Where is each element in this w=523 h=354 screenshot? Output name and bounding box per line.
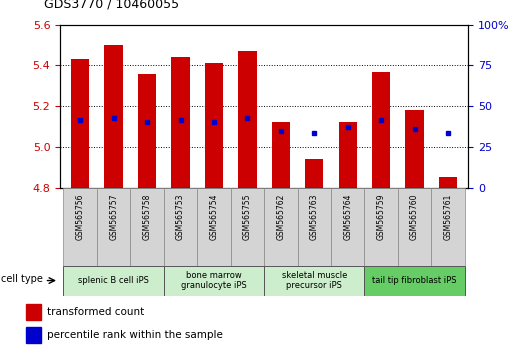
Text: GSM565754: GSM565754 (209, 194, 219, 240)
Text: splenic B cell iPS: splenic B cell iPS (78, 276, 149, 285)
Text: percentile rank within the sample: percentile rank within the sample (47, 330, 223, 340)
Bar (439, 177, 457, 188)
Bar (71, 59, 89, 188)
Text: GSM565758: GSM565758 (143, 194, 152, 240)
Bar (97, 188, 130, 266)
Text: GSM565763: GSM565763 (310, 194, 319, 240)
Text: tail tip fibroblast iPS: tail tip fibroblast iPS (372, 276, 457, 285)
Bar (365, 266, 465, 296)
Bar (264, 266, 365, 296)
Bar (164, 266, 264, 296)
Bar (238, 51, 257, 188)
Text: GSM565761: GSM565761 (444, 194, 452, 240)
Bar (405, 110, 424, 188)
Bar (305, 159, 323, 188)
Bar (63, 266, 164, 296)
Bar (398, 188, 431, 266)
Bar (26, 327, 41, 343)
Text: GSM565764: GSM565764 (343, 194, 352, 240)
Bar (138, 74, 156, 188)
Bar (264, 188, 298, 266)
Text: bone marrow
granulocyte iPS: bone marrow granulocyte iPS (181, 271, 247, 290)
Bar (338, 122, 357, 188)
Bar (205, 63, 223, 188)
Text: GSM565762: GSM565762 (276, 194, 286, 240)
Bar (26, 304, 41, 320)
Bar (431, 188, 465, 266)
Bar (63, 188, 97, 266)
Bar (231, 188, 264, 266)
Text: GSM565753: GSM565753 (176, 194, 185, 240)
Bar (271, 122, 290, 188)
Text: GSM565760: GSM565760 (410, 194, 419, 240)
Bar (365, 188, 398, 266)
Bar (331, 188, 365, 266)
Bar (298, 188, 331, 266)
Text: GSM565755: GSM565755 (243, 194, 252, 240)
Text: skeletal muscle
precursor iPS: skeletal muscle precursor iPS (281, 271, 347, 290)
Bar (105, 45, 123, 188)
Text: GSM565759: GSM565759 (377, 194, 385, 240)
Bar (130, 188, 164, 266)
Text: GSM565757: GSM565757 (109, 194, 118, 240)
Text: GSM565756: GSM565756 (76, 194, 85, 240)
Text: GDS3770 / 10460055: GDS3770 / 10460055 (44, 0, 179, 11)
Bar (197, 188, 231, 266)
Text: transformed count: transformed count (47, 307, 144, 317)
Bar (372, 72, 390, 188)
Bar (172, 57, 190, 188)
Bar (164, 188, 197, 266)
Text: cell type: cell type (2, 274, 43, 284)
